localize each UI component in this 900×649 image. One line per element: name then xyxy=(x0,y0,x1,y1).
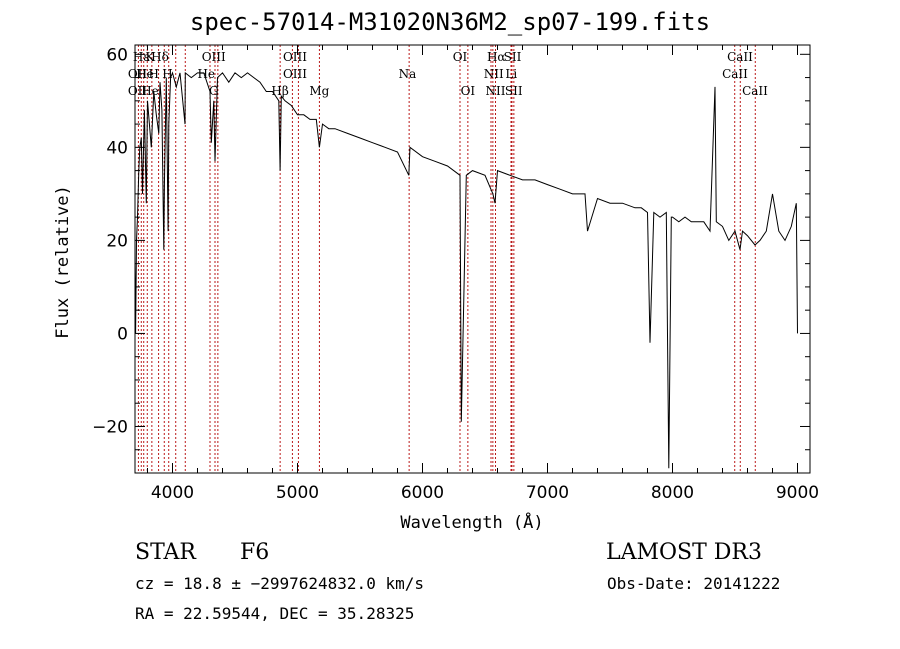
line-label-19: OII xyxy=(128,84,148,98)
y-tick-label--20: −20 xyxy=(92,417,128,437)
line-label-25: NII xyxy=(486,84,506,98)
plot-frame xyxy=(134,44,811,474)
line-label-12: H xyxy=(162,67,172,81)
line-label-18: CaII xyxy=(722,67,748,81)
line-label-24: OI xyxy=(461,84,476,98)
line-label-7: SII xyxy=(504,50,522,64)
line-label-14: OIII xyxy=(283,67,307,81)
emission-line-markers xyxy=(137,45,756,473)
y-tick-label-40: 40 xyxy=(106,138,128,158)
object-class-label: STAR xyxy=(135,540,196,565)
y-axis-ticks: −20 0 20 40 60 xyxy=(92,45,810,474)
y-tick-label-0: 0 xyxy=(117,324,128,344)
line-label-20: He xyxy=(141,84,159,98)
line-label-0: Hε xyxy=(133,50,150,64)
chart-title: spec-57014-M31020N36M2_sp07-199.fits xyxy=(189,8,711,36)
line-label-8: CaII xyxy=(727,50,753,64)
line-label-17: Li xyxy=(505,67,517,81)
spectrum-series-line xyxy=(134,71,798,469)
line-label-5: OI xyxy=(453,50,468,64)
line-label-26: SII xyxy=(505,84,523,98)
x-tick-label-4000: 4000 xyxy=(151,483,194,503)
line-label-16: NII xyxy=(484,67,504,81)
line-label-23: Mg xyxy=(309,84,329,98)
line-label-2: Hδ xyxy=(151,50,169,64)
line-label-9: OII xyxy=(128,67,148,81)
x-tick-label-5000: 5000 xyxy=(276,483,319,503)
obs-date-text: Obs-Date: 20141222 xyxy=(607,574,781,593)
x-tick-label-6000: 6000 xyxy=(401,483,444,503)
line-label-1: K xyxy=(146,50,156,64)
line-label-15: Na xyxy=(399,67,417,81)
object-subclass-label: F6 xyxy=(240,540,270,565)
y-tick-label-60: 60 xyxy=(106,45,128,65)
x-tick-label-9000: 9000 xyxy=(776,483,819,503)
line-label-13: He xyxy=(197,67,215,81)
line-label-11: H xyxy=(149,67,159,81)
line-label-4: OIII xyxy=(283,50,307,64)
x-axis-label: Wavelength (Å) xyxy=(400,511,543,533)
line-label-21: G xyxy=(209,84,219,98)
line-label-27: CaII xyxy=(742,84,768,98)
coordinates-text: RA = 22.59544, DEC = 35.28325 xyxy=(135,604,415,623)
survey-label: LAMOST DR3 xyxy=(606,540,762,565)
y-axis-label: Flux (relative) xyxy=(53,185,73,339)
line-label-3: OIII xyxy=(202,50,226,64)
x-tick-label-8000: 8000 xyxy=(651,483,694,503)
line-label-10: He xyxy=(136,67,154,81)
line-label-6: Hα xyxy=(487,50,506,64)
line-label-22: Hβ xyxy=(271,84,288,98)
x-tick-label-7000: 7000 xyxy=(526,483,569,503)
redshift-text: cz = 18.8 ± −2997624832.0 km/s xyxy=(135,574,424,593)
y-tick-label-20: 20 xyxy=(106,231,128,251)
x-axis-ticks: 4000 5000 6000 7000 8000 9000 xyxy=(147,45,819,503)
